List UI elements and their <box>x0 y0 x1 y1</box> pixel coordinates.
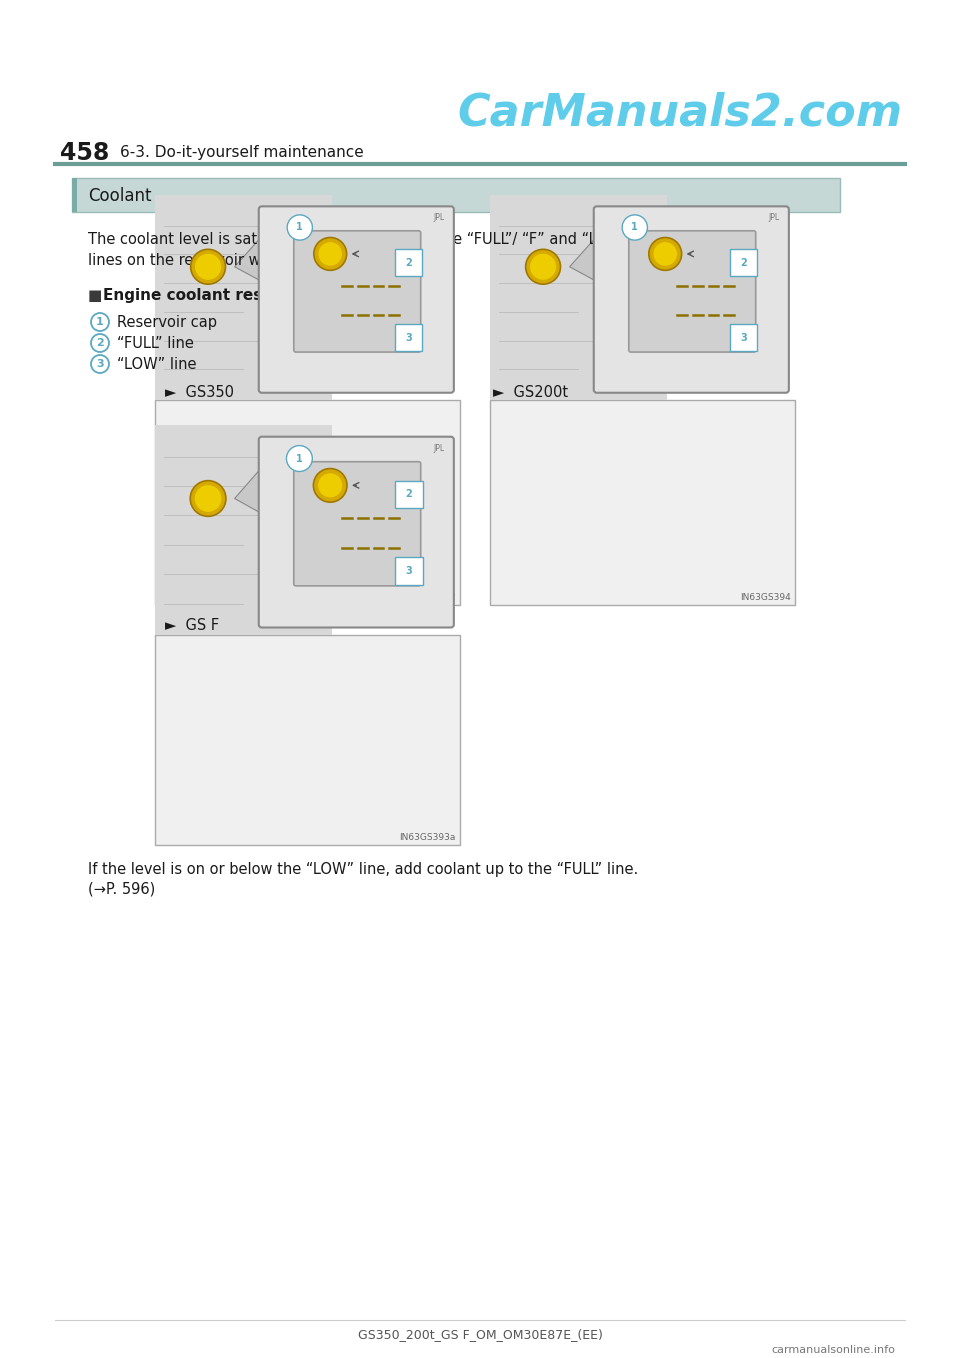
Circle shape <box>319 242 342 266</box>
Text: “LOW” line: “LOW” line <box>117 357 197 372</box>
FancyBboxPatch shape <box>629 231 756 352</box>
Text: 458: 458 <box>60 141 109 166</box>
Bar <box>72 178 840 212</box>
Text: 1: 1 <box>297 223 303 232</box>
Text: 6-3. Do-it-yourself maintenance: 6-3. Do-it-yourself maintenance <box>120 145 364 160</box>
FancyBboxPatch shape <box>259 206 454 392</box>
Text: 3: 3 <box>405 566 412 576</box>
Text: ►  GS F: ► GS F <box>165 618 219 633</box>
Text: ►  GS200t: ► GS200t <box>493 386 568 401</box>
Text: If the level is on or below the “LOW” line, add coolant up to the “FULL” line.: If the level is on or below the “LOW” li… <box>88 862 638 877</box>
Circle shape <box>622 215 647 240</box>
Text: GS350_200t_GS F_OM_OM30E87E_(EE): GS350_200t_GS F_OM_OM30E87E_(EE) <box>357 1328 603 1342</box>
Bar <box>155 196 332 401</box>
Circle shape <box>91 312 109 331</box>
Text: 1: 1 <box>296 454 302 463</box>
Text: (→P. 596): (→P. 596) <box>88 881 156 898</box>
Text: 2: 2 <box>405 489 412 500</box>
Circle shape <box>195 254 221 280</box>
Text: Engine coolant reservoir: Engine coolant reservoir <box>103 288 313 303</box>
Circle shape <box>314 238 347 270</box>
FancyBboxPatch shape <box>731 325 757 352</box>
Polygon shape <box>234 236 262 281</box>
Text: “FULL” line: “FULL” line <box>117 335 194 350</box>
Text: JPL: JPL <box>769 213 780 223</box>
Text: 2: 2 <box>96 338 104 348</box>
Text: CarManuals2.com: CarManuals2.com <box>457 91 902 134</box>
Text: carmanualsonline.info: carmanualsonline.info <box>771 1344 895 1355</box>
Circle shape <box>287 215 312 240</box>
FancyBboxPatch shape <box>396 325 422 352</box>
FancyBboxPatch shape <box>294 462 420 585</box>
FancyBboxPatch shape <box>731 250 757 277</box>
Text: ►  GS350: ► GS350 <box>165 386 234 401</box>
Text: JPL: JPL <box>434 444 444 452</box>
FancyBboxPatch shape <box>396 250 422 277</box>
Text: JPL: JPL <box>434 213 444 223</box>
Text: 3: 3 <box>405 333 412 342</box>
Circle shape <box>286 445 312 471</box>
Text: The coolant level is satisfactory if it is between the “FULL”/ “F” and “LOW”/ “L: The coolant level is satisfactory if it … <box>88 232 659 247</box>
Bar <box>155 401 460 606</box>
Text: 3: 3 <box>740 333 747 342</box>
Text: 3: 3 <box>96 359 104 369</box>
Polygon shape <box>569 236 597 281</box>
Circle shape <box>91 354 109 373</box>
Text: Coolant: Coolant <box>88 187 152 205</box>
Text: Reservoir cap: Reservoir cap <box>117 315 217 330</box>
Bar <box>490 401 795 606</box>
Text: IN63GS394: IN63GS394 <box>740 593 791 602</box>
Text: lines on the reservoir when the engine is cold.: lines on the reservoir when the engine i… <box>88 253 428 268</box>
Polygon shape <box>234 467 262 513</box>
FancyBboxPatch shape <box>259 437 454 627</box>
Text: 2: 2 <box>405 258 412 268</box>
Circle shape <box>191 250 226 284</box>
FancyBboxPatch shape <box>593 206 789 392</box>
Text: IN63GS392: IN63GS392 <box>405 593 456 602</box>
FancyBboxPatch shape <box>294 231 420 352</box>
Circle shape <box>195 485 222 512</box>
Circle shape <box>313 469 347 502</box>
FancyBboxPatch shape <box>395 557 422 585</box>
Circle shape <box>190 481 226 516</box>
Circle shape <box>91 334 109 352</box>
Circle shape <box>649 238 682 270</box>
Bar <box>72 178 77 212</box>
Bar <box>155 425 332 636</box>
Text: 2: 2 <box>740 258 747 268</box>
Circle shape <box>654 242 677 266</box>
Circle shape <box>318 473 343 497</box>
Bar <box>155 636 460 845</box>
Text: 1: 1 <box>632 223 638 232</box>
Text: 1: 1 <box>96 316 104 327</box>
Text: IN63GS393a: IN63GS393a <box>399 832 456 842</box>
Circle shape <box>526 250 561 284</box>
Bar <box>490 196 667 401</box>
FancyBboxPatch shape <box>395 481 422 508</box>
Circle shape <box>530 254 556 280</box>
Text: ■: ■ <box>88 288 103 303</box>
